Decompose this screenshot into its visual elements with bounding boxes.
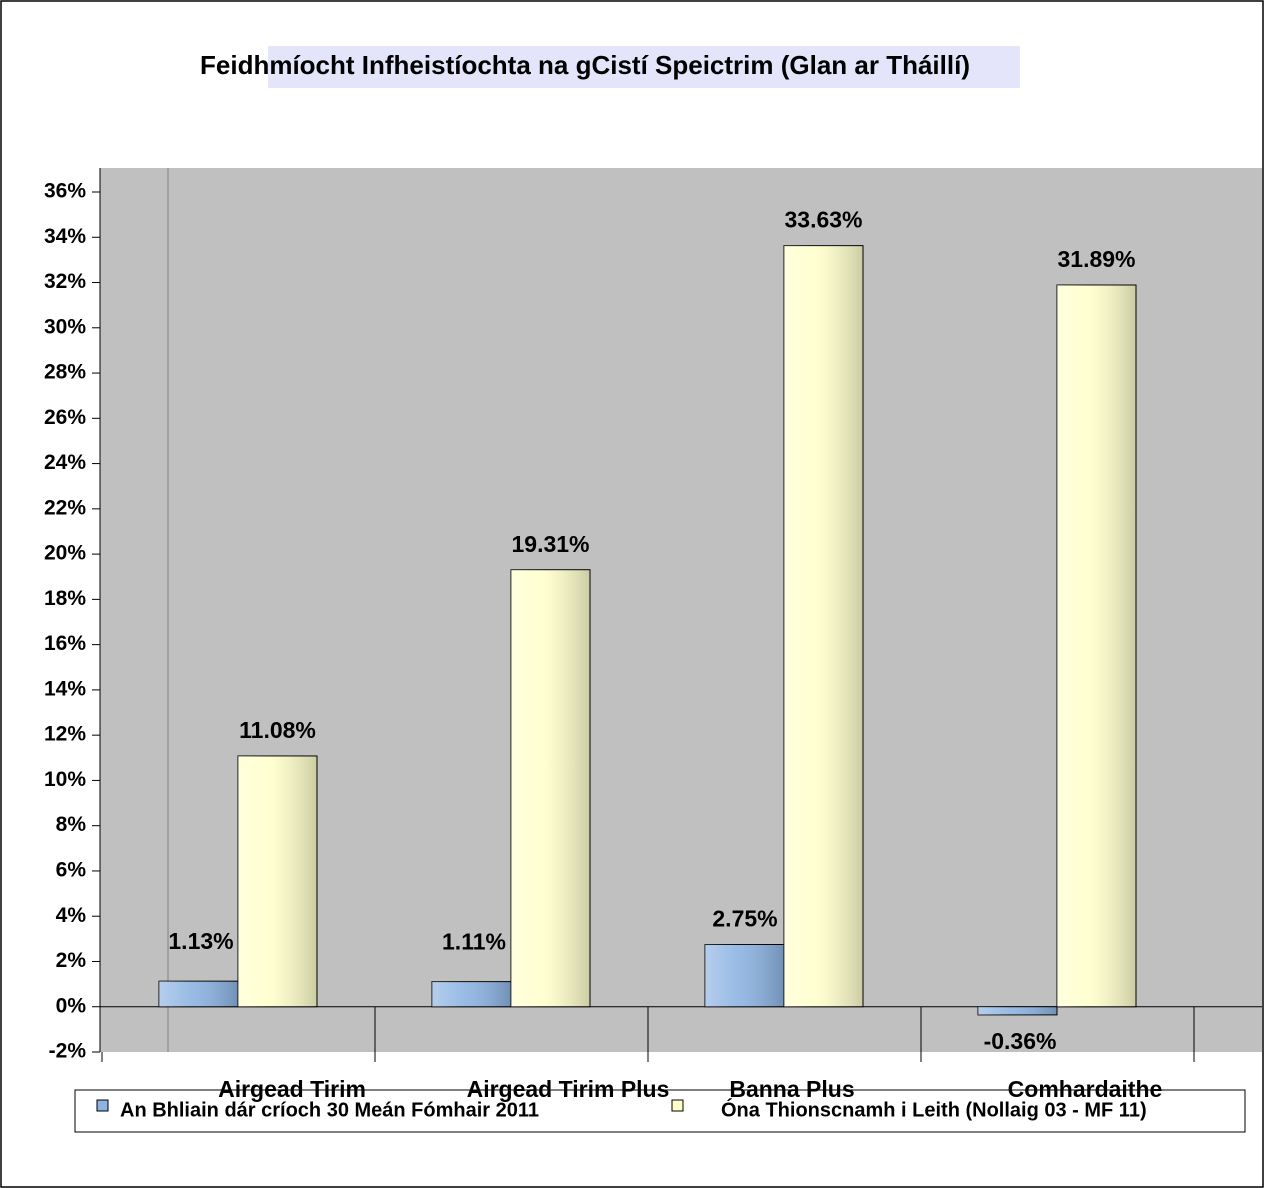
bar-shade	[705, 944, 784, 1007]
data-label: 19.31%	[511, 531, 589, 557]
y-tick-label: 32%	[44, 270, 86, 293]
y-tick-label: 36%	[44, 180, 86, 203]
y-tick-label: 14%	[44, 677, 86, 700]
y-tick-label: 16%	[44, 632, 86, 655]
y-tick-label: 24%	[44, 451, 86, 474]
bar-shade	[238, 755, 317, 1007]
bar-shade	[784, 245, 863, 1007]
data-label: 2.75%	[712, 906, 777, 932]
y-tick-label: 22%	[44, 496, 86, 519]
y-tick-label: 34%	[44, 225, 86, 248]
bar-shade	[1057, 285, 1136, 1007]
y-tick-label: 28%	[44, 361, 86, 384]
y-tick-label: 10%	[44, 768, 86, 791]
x-tick-label: Banna Plus	[729, 1076, 854, 1102]
data-label: 1.13%	[168, 928, 233, 954]
title-highlight	[268, 46, 1020, 88]
bar-shade	[432, 981, 511, 1007]
chart-title: Feidhmíocht Infheistíochta na gCistí Spe…	[200, 50, 970, 80]
y-tick-label: 2%	[56, 949, 87, 972]
x-tick-label: Comhardaithe	[1008, 1076, 1163, 1102]
data-label: 1.11%	[442, 929, 506, 955]
bar-shade	[511, 569, 590, 1007]
y-tick-label: 6%	[56, 858, 87, 881]
y-tick-label: 18%	[44, 587, 86, 610]
y-tick-label: -2%	[49, 1040, 87, 1063]
x-tick-label: Airgead Tirim	[218, 1076, 366, 1102]
y-tick-label: 26%	[44, 406, 86, 429]
data-label: 11.08%	[239, 717, 316, 743]
legend	[74, 1089, 1246, 1133]
bar-shade	[978, 1006, 1057, 1015]
y-tick-label: 20%	[44, 542, 86, 565]
y-tick-label: 8%	[56, 813, 87, 836]
legend-label: Óna Thionscnamh i Leith (Nollaig 03 - MF…	[721, 1097, 1147, 1121]
data-label: 33.63%	[784, 207, 862, 233]
data-label: 31.89%	[1057, 246, 1135, 272]
legend-swatch	[671, 1099, 684, 1112]
y-tick-label: 4%	[56, 904, 87, 927]
y-tick-label: 0%	[56, 994, 87, 1017]
y-tick-label: 30%	[44, 315, 86, 338]
legend-label: An Bhliain dár críoch 30 Meán Fómhair 20…	[120, 1099, 539, 1121]
data-label: -0.36%	[984, 1028, 1057, 1054]
bar-shade	[159, 981, 238, 1007]
legend-swatch	[96, 1099, 109, 1112]
x-tick-label: Airgead Tirim Plus	[467, 1076, 670, 1102]
y-tick-label: 12%	[44, 723, 86, 746]
